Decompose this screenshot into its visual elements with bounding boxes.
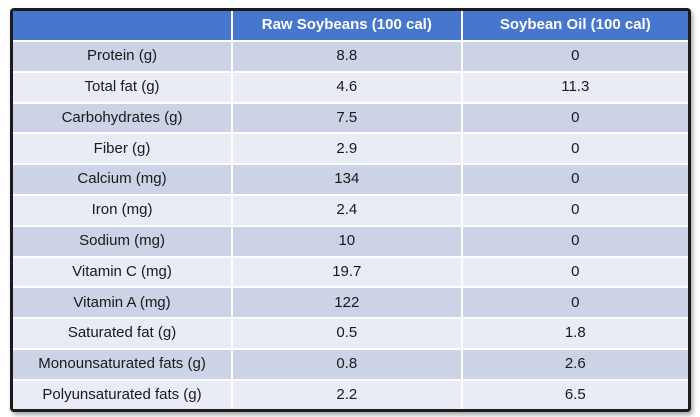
row-label: Iron (mg) [13,195,234,227]
value-cell: 6.5 [462,380,688,409]
header-row: Raw Soybeans (100 cal) Soybean Oil (100 … [13,11,688,42]
value-cell: 0 [462,257,688,289]
table-body: Protein (g) 8.8 0 Total fat (g) 4.6 11.3 Carbo… [13,42,688,409]
table-row: Calcium (mg) 134 0 [13,165,688,196]
table-row: Vitamin C (mg) 19.7 0 [13,257,688,289]
row-label: Sodium (mg) [13,226,234,258]
row-label: Protein (g) [13,42,234,73]
table-row: Total fat (g) 4.6 11.3 [13,72,688,104]
value-cell: 1.8 [462,319,688,350]
row-label: Calcium (mg) [13,165,234,196]
nutrition-comparison-table: Raw Soybeans (100 cal) Soybean Oil (100 … [10,8,691,412]
value-cell: 0 [462,134,688,166]
table-row: Iron (mg) 2.4 0 [13,195,688,227]
value-cell: 11.3 [462,72,688,104]
value-cell: 0 [462,103,688,135]
table-row: Monounsaturated fats (g) 0.8 2.6 [13,349,688,381]
value-cell: 122 [233,288,463,320]
value-cell: 0 [462,226,688,258]
table-row: Polyunsaturated fats (g) 2.2 6.5 [13,380,688,409]
table-row: Saturated fat (g) 0.5 1.8 [13,319,688,350]
row-label: Fiber (g) [13,134,234,166]
row-label: Saturated fat (g) [13,319,234,350]
row-label: Monounsaturated fats (g) [13,349,234,381]
table-row: Fiber (g) 2.9 0 [13,134,688,166]
value-cell: 8.8 [233,42,463,73]
row-label: Vitamin A (mg) [13,288,234,320]
value-cell: 134 [233,165,463,196]
value-cell: 2.2 [233,380,463,409]
value-cell: 2.4 [233,195,463,227]
table-row: Sodium (mg) 10 0 [13,226,688,258]
value-cell: 19.7 [233,257,463,289]
value-cell: 2.6 [462,349,688,381]
table-row: Protein (g) 8.8 0 [13,42,688,73]
column-header-soybean-oil: Soybean Oil (100 cal) [462,11,688,42]
table-header: Raw Soybeans (100 cal) Soybean Oil (100 … [13,11,688,42]
value-cell: 0.5 [233,319,463,350]
value-cell: 10 [233,226,463,258]
value-cell: 7.5 [233,103,463,135]
table-row: Vitamin A (mg) 122 0 [13,288,688,320]
row-label: Carbohydrates (g) [13,103,234,135]
nutrition-table: Raw Soybeans (100 cal) Soybean Oil (100 … [13,11,688,409]
row-label: Total fat (g) [13,72,234,104]
column-header-raw-soybeans: Raw Soybeans (100 cal) [233,11,463,42]
table-row: Carbohydrates (g) 7.5 0 [13,103,688,135]
corner-header-cell [13,11,234,42]
value-cell: 0 [462,165,688,196]
value-cell: 0.8 [233,349,463,381]
value-cell: 4.6 [233,72,463,104]
value-cell: 0 [462,195,688,227]
row-label: Vitamin C (mg) [13,257,234,289]
row-label: Polyunsaturated fats (g) [13,380,234,409]
value-cell: 0 [462,288,688,320]
value-cell: 2.9 [233,134,463,166]
value-cell: 0 [462,42,688,73]
